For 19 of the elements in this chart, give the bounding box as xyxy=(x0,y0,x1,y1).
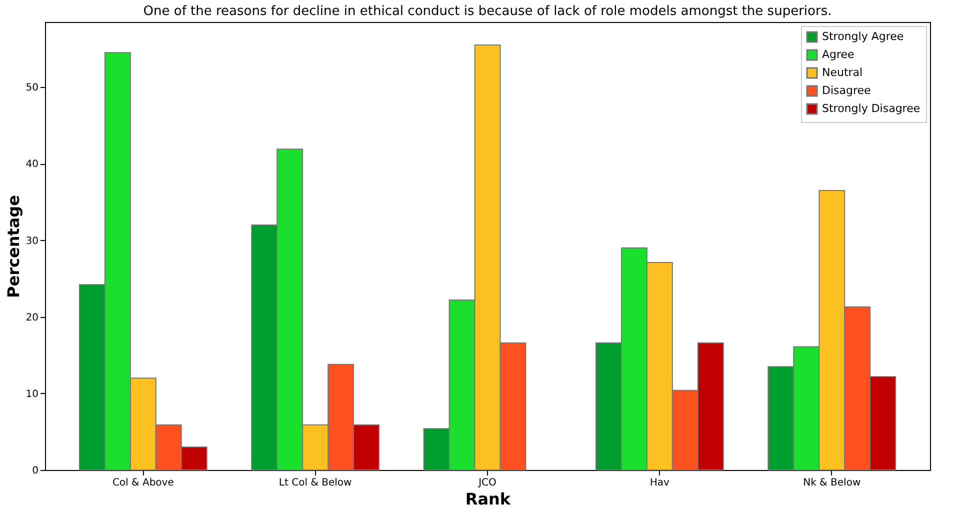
y-tick-label: 0 xyxy=(32,466,38,476)
y-tick-label: 40 xyxy=(26,159,38,170)
chart-title: One of the reasons for decline in ethical conduct is because of lack of role models amongst the superiors. xyxy=(143,4,832,19)
x-tick-label: Nk & Below xyxy=(803,478,861,488)
legend-label: Disagree xyxy=(822,84,872,97)
x-axis-title: Rank xyxy=(465,490,511,508)
x-tick-label: Lt Col & Below xyxy=(278,478,352,488)
y-tick-label: 10 xyxy=(26,388,38,400)
x-tick-label: JCO xyxy=(478,478,497,488)
legend-label: Strongly Disagree xyxy=(822,102,920,115)
y-axis-title: Percentage xyxy=(4,194,23,298)
x-tick-label: Hav xyxy=(650,478,670,488)
y-tick-label: 20 xyxy=(26,312,38,324)
legend-label: Strongly Agree xyxy=(822,30,904,43)
legend-label: Agree xyxy=(822,48,855,61)
x-tick-label: Col & Above xyxy=(112,478,174,488)
y-tick-label: 50 xyxy=(26,82,38,94)
legend-label: Neutral xyxy=(822,66,863,79)
y-tick-label: 30 xyxy=(26,236,38,247)
